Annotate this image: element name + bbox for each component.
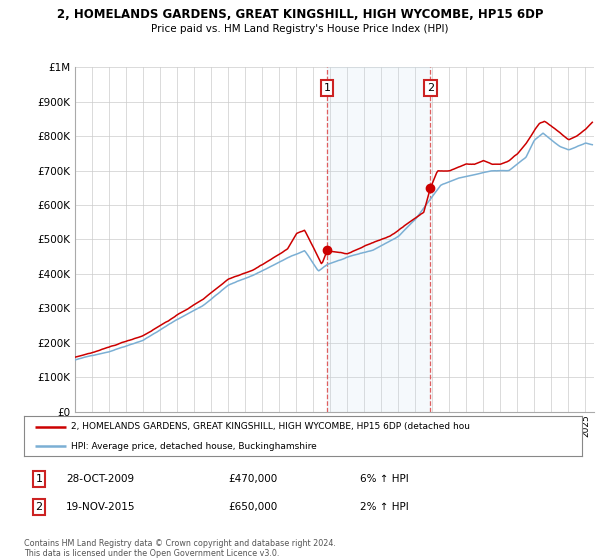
Text: Price paid vs. HM Land Registry's House Price Index (HPI): Price paid vs. HM Land Registry's House …: [151, 24, 449, 34]
Text: 2: 2: [35, 502, 43, 512]
Text: £650,000: £650,000: [228, 502, 277, 512]
Text: 28-OCT-2009: 28-OCT-2009: [66, 474, 134, 484]
Text: 6% ↑ HPI: 6% ↑ HPI: [360, 474, 409, 484]
Text: 1: 1: [35, 474, 43, 484]
Bar: [327, 67, 430, 412]
Text: 19-NOV-2015: 19-NOV-2015: [66, 502, 136, 512]
Text: 2, HOMELANDS GARDENS, GREAT KINGSHILL, HIGH WYCOMBE, HP15 6DP: 2, HOMELANDS GARDENS, GREAT KINGSHILL, H…: [57, 8, 543, 21]
Text: HPI: Average price, detached house, Buckinghamshire: HPI: Average price, detached house, Buck…: [71, 442, 317, 451]
Text: £470,000: £470,000: [228, 474, 277, 484]
Text: 2: 2: [427, 83, 434, 93]
Text: 2, HOMELANDS GARDENS, GREAT KINGSHILL, HIGH WYCOMBE, HP15 6DP (detached hou: 2, HOMELANDS GARDENS, GREAT KINGSHILL, H…: [71, 422, 470, 431]
Text: Contains HM Land Registry data © Crown copyright and database right 2024.
This d: Contains HM Land Registry data © Crown c…: [24, 539, 336, 558]
Text: 2% ↑ HPI: 2% ↑ HPI: [360, 502, 409, 512]
Text: 1: 1: [323, 83, 331, 93]
